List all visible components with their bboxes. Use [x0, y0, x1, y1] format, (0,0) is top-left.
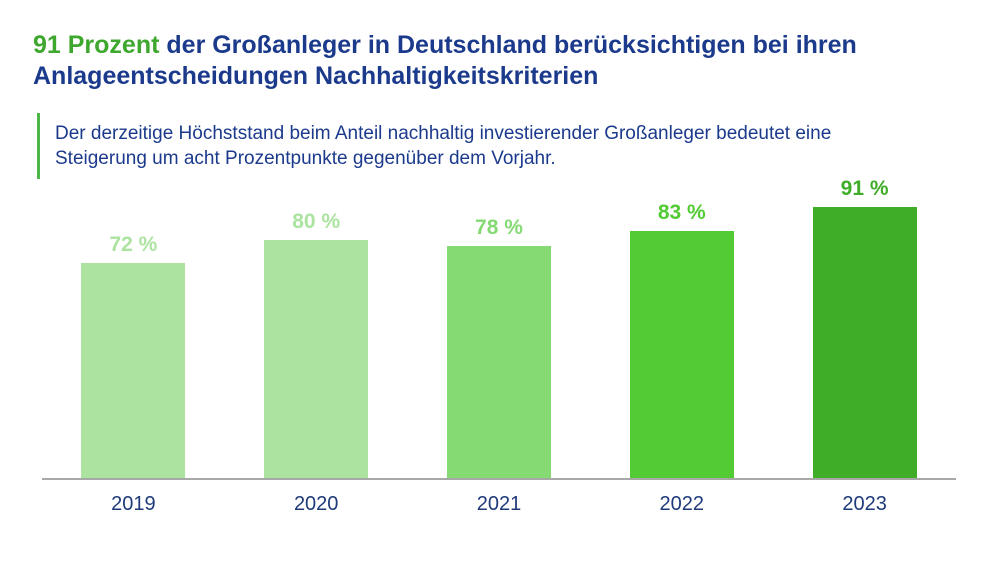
x-axis-label-2023: 2023	[842, 493, 887, 515]
bar-value-label-2020: 80 %	[292, 210, 341, 233]
bar-2023	[812, 207, 917, 478]
x-axis-label-2020: 2020	[293, 493, 339, 515]
bar-group-2021: 78 %	[408, 216, 591, 478]
subtitle-line-1: Der derzeitige Höchststand beim Anteil n…	[55, 123, 832, 144]
bar-group-2019: 72 %	[42, 233, 225, 478]
headline-rest: der Großanleger in Deutschland berücksic…	[166, 31, 857, 59]
bar-value-label-2019: 72 %	[109, 233, 158, 256]
headline: 91 Prozent der Großanleger in Deutschlan…	[33, 30, 857, 92]
headline-line-1: 91 Prozent der Großanleger in Deutschlan…	[33, 30, 857, 61]
headline-highlight: 91 Prozent	[33, 31, 160, 59]
bar-2020	[264, 240, 369, 478]
bar-2021	[446, 246, 551, 478]
x-axis: 2019 2020 2021 2022 2023	[42, 480, 956, 516]
bar-group-2020: 80 %	[225, 210, 408, 478]
bar-2022	[629, 231, 734, 478]
bar-group-2022: 83 %	[590, 201, 773, 478]
x-axis-label-2019: 2019	[111, 493, 156, 515]
bar-value-label-2022: 83 %	[657, 201, 706, 224]
subtitle-line-2: Steigerung um acht Prozentpunkte gegenüb…	[55, 148, 556, 169]
plot-area: 72 % 80 % 78 % 83 % 91 %	[42, 177, 956, 480]
bar-group-2023: 91 %	[773, 177, 956, 478]
bar-value-label-2021: 78 %	[475, 216, 523, 239]
bar-value-label-2023: 91 %	[840, 177, 889, 200]
bar-2019	[81, 263, 186, 478]
x-axis-label-2021: 2021	[476, 493, 522, 515]
subtitle-block: Der derzeitige Höchststand beim Anteil n…	[37, 113, 831, 179]
x-axis-label-2022: 2022	[659, 493, 705, 515]
headline-line-2: Anlageentscheidungen Nachhaltigkeitskrit…	[33, 62, 599, 90]
bar-chart: 72 % 80 % 78 % 83 % 91 % 2019 2020 2021 2022 202…	[42, 177, 956, 516]
